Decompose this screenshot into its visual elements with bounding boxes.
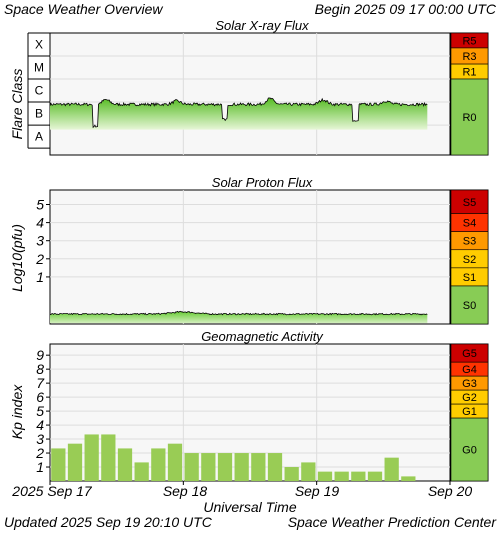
begin-time: Begin 2025 09 17 00:00 UTC	[315, 1, 497, 17]
kp-scale-label-g1: G1	[462, 406, 477, 418]
panel-0-frame	[49, 32, 451, 156]
kp-bar-8	[184, 453, 199, 481]
kp-bar-21	[401, 476, 416, 481]
kp-scale-label-g4: G4	[462, 364, 477, 376]
xray-class-label-b: B	[35, 107, 43, 121]
proton-scale-s0	[450, 285, 489, 325]
kp-bar-9	[201, 453, 216, 481]
kp-bar-4	[117, 448, 133, 481]
kp-tick-label-3: 3	[36, 431, 44, 447]
x-tick-label-0: 2025 Sep 17	[11, 483, 93, 499]
xray-flux-line	[49, 97, 428, 129]
geomag-ylabel: Kp index	[9, 384, 25, 439]
kp-bar-5	[134, 462, 149, 481]
kp-scale-label-g3: G3	[462, 378, 477, 390]
kp-bar-6	[151, 448, 166, 481]
kp-tick-label-5: 5	[36, 403, 44, 419]
xray-scale-label-r0: R0	[462, 112, 476, 124]
kp-bar-12	[251, 453, 266, 481]
xray-class-label-a: A	[35, 130, 43, 144]
kp-tick-label-1: 1	[36, 459, 44, 475]
proton-scale-label-s4: S4	[463, 218, 476, 230]
xray-scale-r0	[450, 78, 489, 156]
kp-bar-1	[67, 443, 83, 481]
kp-bar-2	[84, 434, 99, 481]
updated-time: Updated 2025 Sep 19 20:10 UTC	[4, 514, 213, 530]
kp-bar-0	[51, 448, 66, 481]
xray-class-label-c: C	[35, 84, 44, 98]
proton-flux-line	[49, 310, 428, 316]
kp-scale-g0	[450, 417, 489, 482]
panel-2-frame	[49, 343, 451, 482]
proton-tick-label-3: 3	[36, 233, 44, 249]
kp-bar-3	[101, 434, 116, 481]
xray-scale-label-r5: R5	[462, 35, 476, 47]
kp-bar-10	[217, 453, 233, 481]
proton-tick-label-4: 4	[36, 215, 44, 231]
xray-scale-label-r3: R3	[462, 51, 476, 63]
kp-tick-label-4: 4	[36, 417, 44, 433]
proton-scale-label-s2: S2	[463, 254, 476, 266]
kp-bar-15	[301, 462, 316, 481]
kp-scale-label-g0: G0	[462, 445, 477, 457]
kp-tick-label-9: 9	[36, 347, 44, 363]
kp-tick-label-6: 6	[36, 389, 44, 405]
proton-tick-label-2: 2	[35, 251, 44, 267]
x-axis-label: Universal Time	[203, 499, 296, 515]
xray-scale-label-r1: R1	[462, 67, 476, 79]
kp-bar-13	[267, 453, 283, 481]
kp-tick-label-7: 7	[36, 375, 45, 391]
geomag-panel-title: Geomagnetic Activity	[201, 329, 324, 344]
x-tick-label-2: Sep 19	[295, 483, 340, 499]
kp-bar-11	[234, 453, 249, 481]
kp-bar-14	[284, 467, 299, 481]
kp-tick-label-2: 2	[35, 445, 44, 461]
proton-ylabel: Log10(pfu)	[9, 224, 25, 292]
kp-bar-20	[384, 457, 399, 481]
proton-scale-label-s0: S0	[463, 300, 476, 312]
credit: Space Weather Prediction Center	[288, 514, 498, 530]
x-tick-label-3: Sep 20	[428, 483, 473, 499]
xray-ylabel: Flare Class	[9, 69, 25, 140]
kp-tick-label-8: 8	[36, 361, 44, 377]
kp-scale-label-g5: G5	[462, 348, 477, 360]
panel-1-frame	[49, 189, 451, 325]
proton-tick-label-5: 5	[36, 196, 44, 212]
xray-class-label-m: M	[34, 61, 44, 75]
proton-scale-label-s5: S5	[463, 197, 476, 209]
proton-panel-title: Solar Proton Flux	[212, 175, 313, 190]
xray-class-label-x: X	[35, 38, 43, 52]
xray-panel-title: Solar X-ray Flux	[215, 18, 309, 33]
proton-scale-label-s1: S1	[463, 272, 476, 284]
proton-scale-label-s3: S3	[463, 236, 476, 248]
kp-bar-16	[317, 471, 333, 481]
kp-bar-18	[351, 471, 366, 481]
kp-bar-17	[334, 471, 349, 481]
page-title: Space Weather Overview	[4, 1, 163, 17]
proton-flux-fill	[50, 311, 428, 324]
kp-scale-label-g2: G2	[462, 392, 477, 404]
x-tick-label-1: Sep 18	[163, 483, 208, 499]
kp-bar-7	[167, 443, 183, 481]
proton-tick-label-1: 1	[36, 269, 44, 285]
kp-bar-19	[367, 471, 383, 481]
